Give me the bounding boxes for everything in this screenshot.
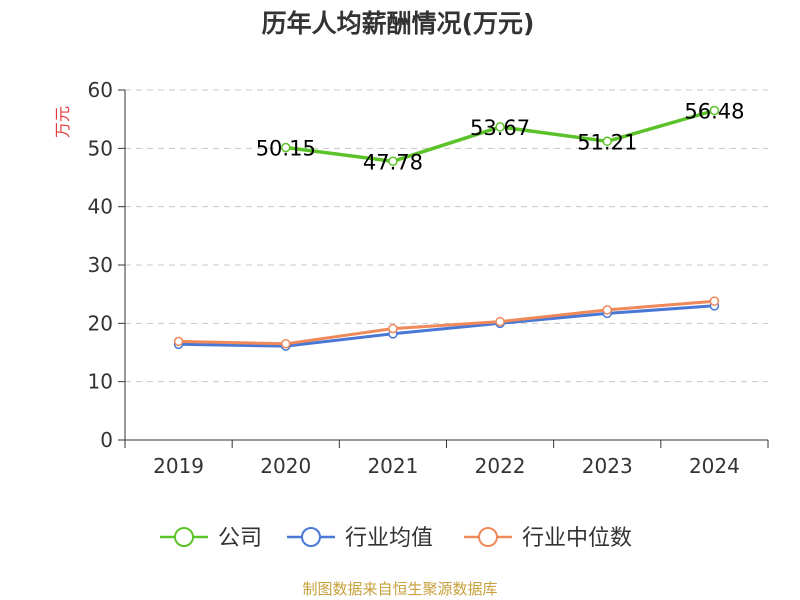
legend-label: 行业中位数 xyxy=(522,526,632,551)
data-point-0-4 xyxy=(602,136,612,147)
data-point-0-3 xyxy=(495,122,505,132)
legend-marker xyxy=(301,527,321,547)
series-group xyxy=(173,105,720,351)
y-tick-label: 60 xyxy=(88,78,113,102)
data-label: 56.48 xyxy=(684,100,744,124)
gridlines xyxy=(125,89,768,383)
series-line-2 xyxy=(178,299,715,346)
data-point-2-2 xyxy=(388,323,398,334)
data-label: 53.67 xyxy=(470,116,530,140)
data-labels: 50.15 47.78 53.67 51.21 56.48 xyxy=(256,100,745,175)
legend-item-1[interactable]: 行业均值 xyxy=(287,526,433,551)
y-tick-label: 40 xyxy=(88,195,113,219)
y-axis-label: 万元 xyxy=(53,106,72,138)
legend-marker xyxy=(478,527,498,547)
data-point-0-1 xyxy=(281,142,291,153)
y-tick-label: 30 xyxy=(88,253,113,277)
data-point-2-3 xyxy=(495,316,505,327)
axes xyxy=(118,89,769,448)
legend-item-0[interactable]: 公司 xyxy=(160,526,262,551)
data-point-2-1 xyxy=(281,339,291,349)
data-label: 51.21 xyxy=(577,130,637,154)
x-tick-label: 2021 xyxy=(367,454,418,478)
x-tick-label: 2024 xyxy=(689,454,740,478)
data-label: 50.15 xyxy=(256,136,316,160)
legend[interactable]: 公司 行业均值 行业中位数 xyxy=(160,526,632,551)
x-tick-label: 2020 xyxy=(260,454,311,478)
x-tick-labels: 2019 2020 2021 2022 2023 2024 xyxy=(153,454,740,478)
legend-label: 公司 xyxy=(218,526,262,551)
series-line-1 xyxy=(178,304,715,348)
legend-marker xyxy=(174,527,194,547)
chart-title: 历年人均薪酬情况(万元) xyxy=(262,9,535,38)
source-note: 制图数据来自恒生聚源数据库 xyxy=(302,580,497,598)
y-tick-label: 20 xyxy=(88,311,113,335)
data-point-0-2 xyxy=(388,156,398,167)
y-tick-labels: 0 10 20 30 40 50 60 xyxy=(88,78,113,452)
y-tick-label: 50 xyxy=(88,136,113,160)
y-tick-label: 10 xyxy=(88,370,113,394)
data-point-2-4 xyxy=(602,305,612,315)
y-tick-label: 0 xyxy=(100,428,113,452)
x-tick-label: 2019 xyxy=(153,454,204,478)
data-point-2-0 xyxy=(173,336,184,347)
legend-label: 行业均值 xyxy=(345,526,433,551)
data-label: 47.78 xyxy=(363,150,423,174)
legend-item-2[interactable]: 行业中位数 xyxy=(464,526,632,551)
data-point-2-5 xyxy=(709,296,720,306)
x-tick-label: 2022 xyxy=(475,454,526,478)
data-point-0-5 xyxy=(709,105,720,116)
x-tick-label: 2023 xyxy=(582,454,633,478)
